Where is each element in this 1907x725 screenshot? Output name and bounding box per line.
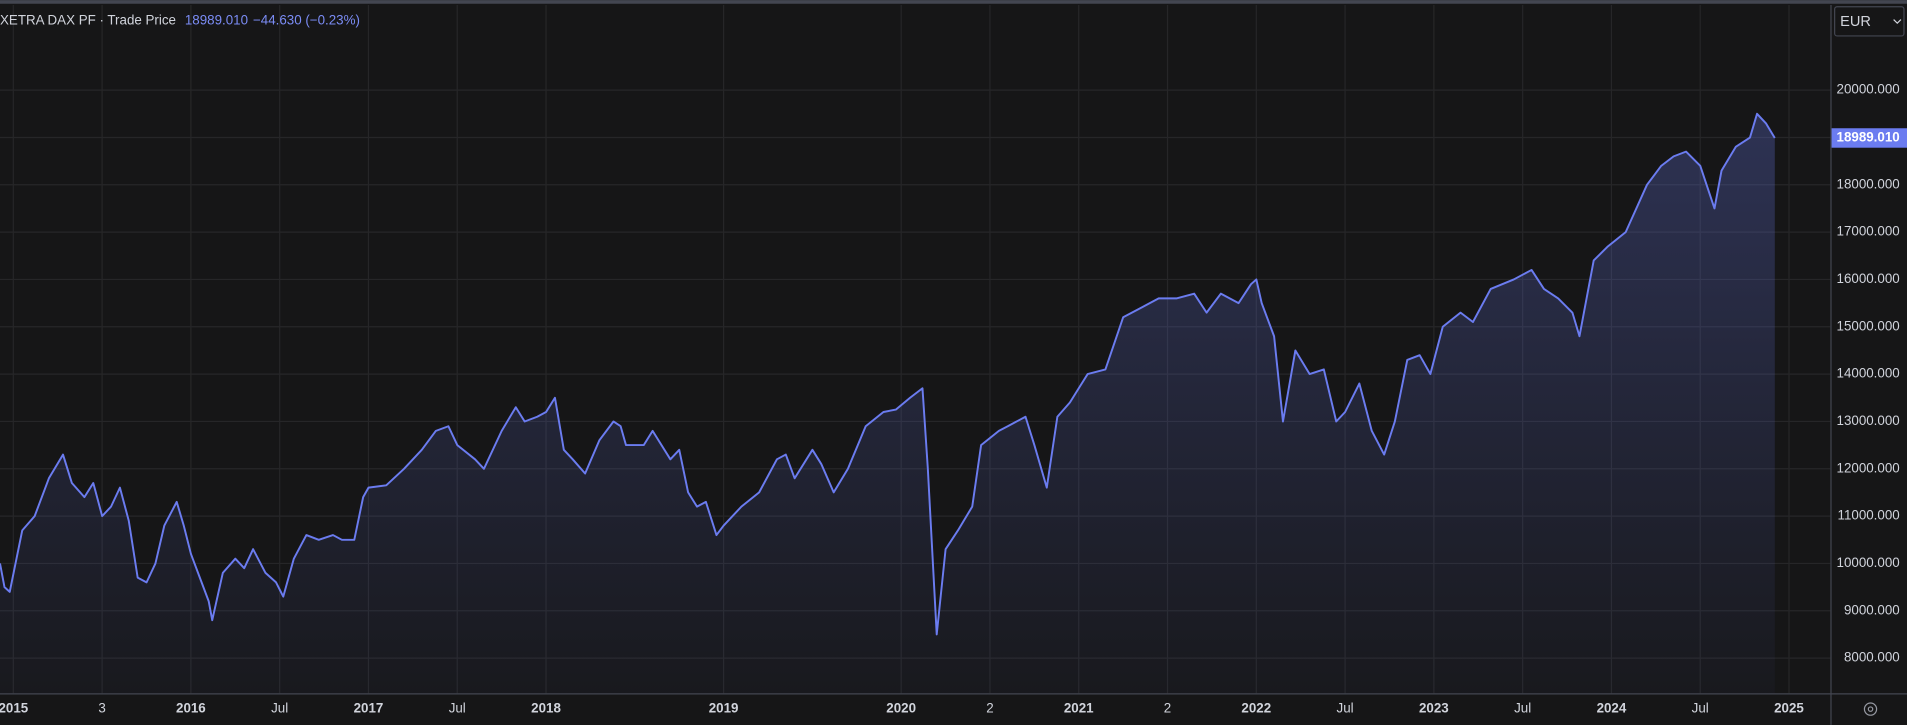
y-tick-label: 20000.000: [1837, 82, 1900, 97]
axes: 8000.000 9000.000 10000.000 11000.000 12000.…: [0, 82, 1907, 716]
settings-icon-center: [1867, 706, 1874, 712]
x-tick-label: Jul: [1514, 701, 1531, 716]
y-tick-label: 11000.000: [1838, 508, 1900, 523]
currency-select[interactable]: [1834, 6, 1905, 37]
x-tick-label: 2023: [1419, 701, 1449, 716]
price-tag: [1831, 128, 1907, 148]
y-tick-label: 17000.000: [1837, 224, 1900, 239]
price-line: [0, 112, 1776, 636]
y-tick-label: 10000.000: [1837, 555, 1900, 570]
x-tick-label: 2021: [1064, 701, 1094, 716]
x-tick-label: Jul: [1337, 701, 1354, 716]
x-tick-label: Jul: [271, 701, 288, 716]
area-fill: [0, 113, 1775, 694]
y-tick-label: 12000.000: [1837, 460, 1900, 475]
price-tag-label: 18989.010: [1837, 130, 1900, 145]
y-tick-label: 18000.000: [1837, 176, 1900, 191]
y-tick-label: 16000.000: [1837, 271, 1900, 286]
x-tick-label: 2016: [176, 701, 206, 716]
chart-title: XETRA DAX PF · Trade Price: [0, 12, 176, 27]
currency-label[interactable]: EUR: [1840, 14, 1871, 30]
last-price: 18989.010: [185, 12, 248, 27]
x-tick-label: 2017: [354, 701, 384, 716]
y-tick-label: 14000.000: [1837, 366, 1900, 381]
y-tick-label: 9000.000: [1844, 602, 1900, 617]
y-tick-label: 8000.000: [1844, 650, 1900, 665]
x-tick-label: Jul: [1692, 701, 1709, 716]
y-tick-label: 13000.000: [1837, 413, 1900, 428]
x-tick-label: Jul: [449, 701, 466, 716]
x-tick-label: 2024: [1597, 701, 1627, 716]
dropdown-arrow: [1893, 19, 1902, 25]
plot: [0, 112, 1776, 694]
x-tick-label: 2019: [709, 701, 739, 716]
settings-icon[interactable]: [1863, 702, 1878, 716]
x-tick-label: 2022: [1241, 701, 1271, 716]
x-tick-label: 2025: [1774, 701, 1804, 716]
x-tick-label: 2020: [886, 701, 916, 716]
price-change: −44.630 (−0.23%): [253, 12, 360, 27]
x-tick-label: 2015: [0, 701, 29, 716]
x-tick-label: 2: [986, 701, 993, 716]
y-tick-label: 15000.000: [1837, 318, 1900, 333]
x-tick-label: 2: [1164, 701, 1171, 716]
x-tick-label: 3: [98, 701, 105, 716]
x-tick-label: 2018: [531, 701, 561, 716]
